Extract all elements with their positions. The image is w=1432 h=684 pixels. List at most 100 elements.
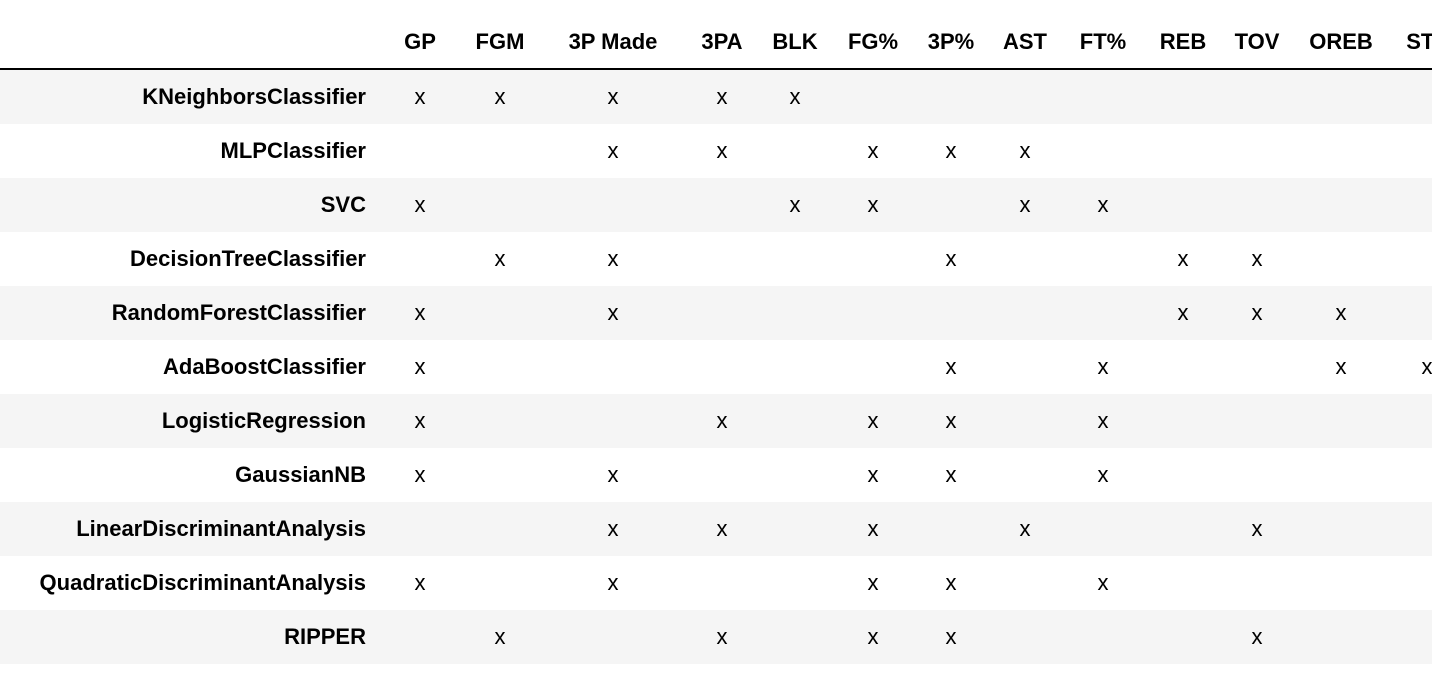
table-cell	[538, 394, 688, 448]
table-cell	[756, 232, 834, 286]
table-cell	[1146, 340, 1220, 394]
table-cell	[1146, 394, 1220, 448]
table-cell: x	[607, 300, 619, 325]
table-cell	[990, 69, 1060, 124]
table-cell: x	[945, 354, 957, 379]
table-cell	[1220, 340, 1294, 394]
row-label: KNeighborsClassifier	[142, 84, 366, 109]
table-cell: x	[716, 516, 728, 541]
table-cell	[1060, 69, 1146, 124]
table-cell: x	[867, 138, 879, 163]
table-cell: x	[494, 84, 506, 109]
table-cell	[462, 394, 538, 448]
table-row: AdaBoostClassifier x x x x x	[0, 340, 1432, 394]
table-cell	[834, 69, 912, 124]
table-cell	[688, 340, 756, 394]
table-cell: x	[945, 624, 957, 649]
table-cell: x	[1335, 354, 1347, 379]
table-cell	[1294, 610, 1388, 664]
table-cell	[1294, 502, 1388, 556]
table-cell: x	[716, 624, 728, 649]
table-cell: x	[1097, 408, 1109, 433]
table-cell	[756, 502, 834, 556]
table-cell	[1060, 610, 1146, 664]
table-cell	[1220, 556, 1294, 610]
table-cell	[378, 502, 462, 556]
table-cell: x	[607, 570, 619, 595]
table-cell	[756, 394, 834, 448]
column-header: OREB	[1294, 16, 1388, 70]
table-cell	[462, 556, 538, 610]
table-cell	[1294, 178, 1388, 232]
table-row: LinearDiscriminantAnalysis x x x x x	[0, 502, 1432, 556]
table-cell: x	[789, 192, 801, 217]
table-cell	[912, 502, 990, 556]
table-cell	[834, 340, 912, 394]
table-cell	[688, 286, 756, 340]
table-cell	[1388, 124, 1432, 178]
table-cell	[1220, 448, 1294, 502]
table-cell	[756, 124, 834, 178]
table-cell	[1388, 610, 1432, 664]
table-cell	[1388, 69, 1432, 124]
table-cell	[1388, 232, 1432, 286]
table-cell	[1294, 232, 1388, 286]
table-cell: x	[945, 138, 957, 163]
table-cell	[462, 178, 538, 232]
table-cell	[688, 178, 756, 232]
table-cell	[1388, 178, 1432, 232]
column-header: REB	[1146, 16, 1220, 70]
table-cell	[688, 556, 756, 610]
table-cell	[834, 286, 912, 340]
table-cell: x	[867, 462, 879, 487]
table-cell	[756, 340, 834, 394]
table-cell	[990, 556, 1060, 610]
table-cell	[538, 340, 688, 394]
table-cell: x	[1335, 300, 1347, 325]
table-cell	[1294, 69, 1388, 124]
table-cell: x	[414, 408, 426, 433]
table-cell	[1146, 178, 1220, 232]
column-header: FGM	[462, 16, 538, 70]
table-cell	[1146, 556, 1220, 610]
table-cell	[756, 610, 834, 664]
table-cell: x	[716, 138, 728, 163]
table-cell	[1146, 69, 1220, 124]
table-cell: x	[945, 408, 957, 433]
row-label: MLPClassifier	[220, 138, 367, 163]
table-cell	[990, 610, 1060, 664]
table-row: LogisticRegression x x x x x	[0, 394, 1432, 448]
table-cell: x	[1097, 354, 1109, 379]
table-cell	[1220, 69, 1294, 124]
table-cell: x	[414, 84, 426, 109]
table-cell: x	[716, 408, 728, 433]
column-header: FT%	[1060, 16, 1146, 70]
table-cell	[756, 448, 834, 502]
table-cell	[1388, 448, 1432, 502]
table-cell: x	[1251, 624, 1263, 649]
row-label: GaussianNB	[235, 462, 366, 487]
column-header: AST	[990, 16, 1060, 70]
table-row: RandomForestClassifier x x x x x	[0, 286, 1432, 340]
table-cell: x	[1251, 516, 1263, 541]
table-cell: x	[414, 354, 426, 379]
table-cell	[1146, 610, 1220, 664]
row-label: SVC	[320, 192, 366, 217]
table-cell	[688, 232, 756, 286]
table-row: MLPClassifier x x x x x	[0, 124, 1432, 178]
table-cell: x	[1019, 516, 1031, 541]
column-header: GP	[378, 16, 462, 70]
table-cell: x	[1177, 246, 1189, 271]
table-cell	[990, 448, 1060, 502]
table-cell: x	[494, 246, 506, 271]
table-cell	[1294, 394, 1388, 448]
table-cell	[538, 178, 688, 232]
table-row: GaussianNB x x x x x	[0, 448, 1432, 502]
table-cell	[1388, 556, 1432, 610]
table-cell: x	[607, 84, 619, 109]
table-cell	[834, 232, 912, 286]
table-row: DecisionTreeClassifier x x x x x	[0, 232, 1432, 286]
table-cell	[1220, 394, 1294, 448]
table-cell: x	[867, 408, 879, 433]
